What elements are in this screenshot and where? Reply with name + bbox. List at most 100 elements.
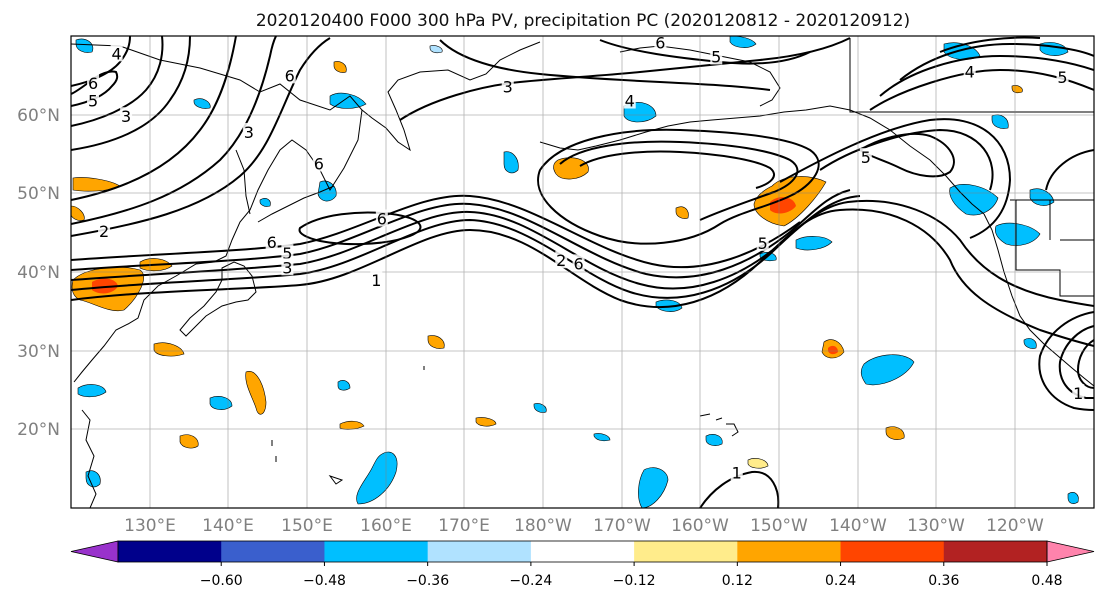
pv-contour	[939, 36, 1041, 53]
colorbar-segment	[943, 541, 1048, 562]
pv-contour-label: 2	[99, 222, 109, 241]
precip-negative-area	[503, 151, 519, 174]
pv-contour	[71, 36, 191, 151]
lat-tick-50n: 50°N	[17, 184, 60, 204]
precip-negative-area	[75, 38, 94, 53]
lon-tick-150e: 150°E	[281, 516, 333, 536]
pv-contour-label: 6	[267, 233, 277, 252]
lon-tick-140w: 140°W	[829, 516, 887, 536]
pv-contour-label: 3	[121, 107, 131, 126]
pv-contour-label: 6	[573, 254, 583, 273]
lon-axis: 130°E 140°E 150°E 160°E 170°E 180°W 170°…	[124, 516, 1044, 536]
lon-tick-130e: 130°E	[124, 516, 176, 536]
pv-label-bg	[501, 77, 514, 95]
pv-label-bg	[375, 209, 388, 227]
pv-contour	[1058, 325, 1094, 399]
colorbar-segment	[840, 541, 945, 562]
colorbar-tick-label: −0.12	[613, 573, 656, 589]
pv-contour-label: 5	[282, 244, 292, 263]
pv-label-bg	[87, 74, 100, 92]
pv-contour	[71, 36, 237, 201]
lat-tick-60n: 60°N	[17, 106, 60, 126]
colorbar-segment	[221, 541, 325, 562]
colorbar-tick-label: −0.24	[509, 573, 552, 589]
pv-label-bg	[242, 122, 255, 140]
colorbar-extend-low	[70, 540, 119, 563]
pv-contours	[71, 36, 1094, 508]
pv-contour-label: 3	[244, 123, 254, 142]
pv-contour	[71, 70, 119, 107]
border-canada-alaska	[849, 38, 1094, 113]
map-frame	[70, 35, 1095, 509]
lon-tick-160w: 160°W	[671, 516, 729, 536]
pv-label-bg	[859, 148, 872, 166]
precip-positive-area	[675, 206, 689, 219]
pv-label-bg	[110, 44, 123, 62]
precip-positive-area	[475, 417, 497, 427]
lat-axis: 60°N 50°N 40°N 30°N 20°N	[17, 106, 60, 440]
pv-contour	[779, 118, 1012, 239]
pv-contour	[1045, 149, 1094, 191]
pv-contour-label: 5	[88, 92, 98, 111]
pv-contour	[399, 37, 851, 121]
pv-label-bg	[283, 66, 296, 84]
pv-label-bg	[281, 244, 294, 262]
pv-label-bg	[623, 91, 636, 109]
precip-negative-area	[1067, 492, 1079, 504]
pv-contour-label: 1	[1073, 384, 1083, 403]
colorbar-segment	[427, 541, 532, 562]
lon-tick-150w: 150°W	[750, 516, 808, 536]
precip-positive-area	[747, 458, 769, 469]
precip-negative-area	[337, 380, 351, 391]
precip-negative-area	[429, 45, 443, 54]
pv-contour	[71, 189, 851, 279]
lon-tick-160e: 160°E	[360, 516, 412, 536]
coastline-philippines	[81, 409, 97, 508]
precip-negative-area	[949, 184, 999, 216]
colorbar-tick-label: −0.48	[303, 573, 346, 589]
pv-contour-label: 4	[965, 62, 975, 81]
precip-positive-core	[828, 345, 838, 355]
lat-tick-30n: 30°N	[17, 342, 60, 362]
lat-tick-40n: 40°N	[17, 263, 60, 283]
precip-negative-area	[860, 354, 915, 386]
pv-label-bg	[572, 254, 585, 272]
colorbar-tick-label: 0.12	[722, 573, 753, 589]
lon-tick-130w: 130°W	[907, 516, 965, 536]
pv-contour	[1038, 311, 1094, 411]
precip-negative-area	[1023, 338, 1037, 349]
pv-contour	[579, 150, 775, 189]
pv-contour-label: 5	[711, 47, 721, 66]
precip-negative-area	[356, 451, 398, 505]
border-us-states	[1015, 200, 1094, 297]
precip-negative-area	[995, 222, 1041, 246]
coastline-japan	[179, 261, 257, 337]
pv-label-bg	[756, 233, 769, 251]
pv-contour	[298, 211, 422, 246]
colorbar-tick-label: −0.36	[406, 573, 449, 589]
colorbar-segment	[737, 541, 842, 562]
pv-contour	[71, 200, 1094, 307]
colorbar-frame	[117, 540, 1048, 563]
precip-positive-area	[179, 434, 199, 449]
pv-contour-label: 5	[758, 234, 768, 253]
precip-positive-area	[153, 342, 185, 357]
pv-label-bg	[265, 233, 278, 251]
coastline-islands	[271, 366, 425, 485]
colorbar: −0.60 −0.48 −0.36 −0.24 −0.12 0.12 0.24 0.36 0.4…	[70, 540, 1095, 589]
coastline-hawaii	[699, 413, 739, 437]
precip-negative-area	[77, 384, 107, 398]
pv-contour	[71, 195, 861, 290]
colorbar-segment	[118, 541, 222, 562]
pv-contour	[537, 128, 820, 245]
lat-tick-20n: 20°N	[17, 420, 60, 440]
colorbar-segment	[634, 541, 738, 562]
pv-label-bg	[370, 270, 383, 288]
pv-label-bg	[730, 463, 743, 481]
precip-positive-area	[885, 426, 905, 440]
colorbar-segment	[324, 541, 429, 562]
precip-negative-area	[638, 467, 669, 508]
colorbar-tick-label: 0.24	[825, 573, 856, 589]
precip-negative-area	[259, 198, 271, 207]
